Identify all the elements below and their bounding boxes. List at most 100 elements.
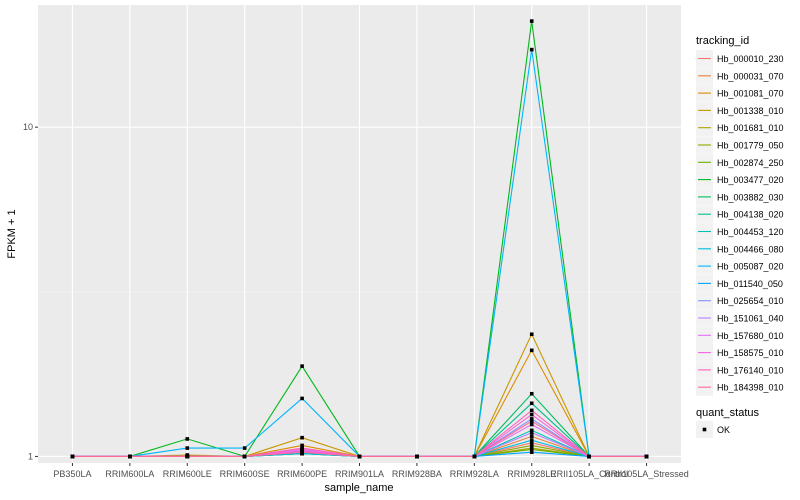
legend-item: Hb_003882_030 xyxy=(696,188,784,206)
legend-label: Hb_004138_020 xyxy=(717,210,784,220)
data-point xyxy=(300,446,304,450)
legend-item: Hb_157680_010 xyxy=(696,326,784,344)
data-point xyxy=(529,419,534,423)
x-axis: PB350LA RRIM600LA RRIM600LE RRIM600SE RRIM60… xyxy=(53,463,689,479)
data-point xyxy=(529,401,534,406)
y-axis: 1 10 xyxy=(23,122,38,461)
x-tick-label: RRIM928LA xyxy=(450,469,499,479)
legend-label: Hb_158575_010 xyxy=(717,348,784,358)
data-point xyxy=(529,408,534,413)
data-point xyxy=(185,446,190,450)
data-point xyxy=(300,443,304,448)
data-point xyxy=(529,412,534,417)
data-point xyxy=(529,443,534,448)
data-point xyxy=(300,364,304,368)
legend-item: Hb_000010_230 xyxy=(696,50,784,67)
legend-label: Hb_001081_070 xyxy=(717,89,784,99)
series-points xyxy=(70,19,649,459)
legend-item: Hb_176140_010 xyxy=(696,361,784,379)
legend-item: Hb_001338_010 xyxy=(696,101,784,119)
legend-item: Hb_011540_050 xyxy=(696,274,783,292)
data-point xyxy=(415,454,419,459)
legend-label: Hb_003882_030 xyxy=(717,192,784,202)
legend-label: Hb_003477_020 xyxy=(717,175,784,185)
legend-label: Hb_000031_070 xyxy=(717,71,784,81)
legend-item: Hb_004138_020 xyxy=(696,205,784,223)
legend-label: Hb_005087_020 xyxy=(717,262,784,272)
data-point xyxy=(529,430,534,435)
legend-item: Hb_025654_010 xyxy=(696,292,784,310)
legend-item: Hb_158575_010 xyxy=(696,344,784,362)
data-point xyxy=(529,348,534,353)
data-point xyxy=(529,434,534,439)
y-tick-label: 10 xyxy=(23,122,33,132)
legend-label: Hb_004453_120 xyxy=(717,227,784,237)
shape-legend-title: quant_status xyxy=(696,407,759,419)
legend-item: Hb_000031_070 xyxy=(696,67,784,85)
data-point xyxy=(128,454,132,459)
legend-item: Hb_001779_050 xyxy=(696,136,784,154)
legend-label: Hb_157680_010 xyxy=(717,331,784,341)
legend-key-point xyxy=(702,427,707,432)
data-point xyxy=(242,454,247,459)
x-axis-title: sample_name xyxy=(324,482,393,494)
legend-items: Hb_000010_230 Hb_000031_070 Hb_001081_070 H… xyxy=(696,50,784,396)
data-point xyxy=(644,454,649,459)
y-axis-title: FPKM + 1 xyxy=(6,209,18,258)
data-point xyxy=(529,438,534,443)
legend-label: Hb_176140_010 xyxy=(717,365,784,375)
x-tick-label: RRIM928BA xyxy=(392,469,442,479)
data-point xyxy=(242,446,247,450)
legend-item: Hb_151061_040 xyxy=(696,309,784,327)
legend-label: Hb_184398_010 xyxy=(717,383,784,393)
shape-legend-items: OK xyxy=(696,421,730,438)
data-point xyxy=(185,454,190,459)
x-tick-label: RRIM600PE xyxy=(277,469,327,479)
x-tick-label: PB350LA xyxy=(53,469,91,479)
legend-label: Hb_151061_040 xyxy=(717,314,784,324)
data-point xyxy=(529,450,534,454)
legend-label: Hb_011540_050 xyxy=(717,279,783,289)
legend-label: Hb_002874_250 xyxy=(717,158,784,168)
data-point xyxy=(529,422,534,427)
legend-label: Hb_000010_230 xyxy=(717,54,784,64)
data-point xyxy=(529,447,534,452)
y-tick-label: 1 xyxy=(28,451,33,461)
x-tick-label: RRII105LA_Control xyxy=(550,469,628,479)
legend-item: Hb_005087_020 xyxy=(696,257,784,275)
legend-label: OK xyxy=(717,425,730,435)
shape-legend-item: OK xyxy=(696,421,730,438)
data-point xyxy=(300,435,304,440)
data-point xyxy=(529,19,534,23)
data-point xyxy=(529,332,534,337)
data-point xyxy=(529,440,534,445)
legend-label: Hb_025654_010 xyxy=(717,296,784,306)
x-tick-label: RRIM600LE xyxy=(163,469,212,479)
legend-item: Hb_184398_010 xyxy=(696,378,784,396)
legend-item: Hb_004453_120 xyxy=(696,223,784,240)
x-tick-label: RRIM928LE xyxy=(507,469,556,479)
legend-item: Hb_001081_070 xyxy=(696,84,784,102)
data-point xyxy=(300,450,304,454)
data-point xyxy=(529,428,534,433)
legend-item: Hb_004466_080 xyxy=(696,240,784,258)
data-point xyxy=(529,417,534,421)
x-tick-label: RRIM600LA xyxy=(105,469,154,479)
legend-label: Hb_004466_080 xyxy=(717,244,784,254)
x-tick-label: RRII105LA_Stressed xyxy=(604,469,689,479)
legend-label: Hb_001779_050 xyxy=(717,141,784,151)
data-point xyxy=(587,454,591,459)
data-point xyxy=(357,454,362,459)
legend-title: tracking_id xyxy=(696,35,749,47)
data-point xyxy=(529,47,534,52)
data-point xyxy=(70,454,75,459)
legend-item: Hb_002874_250 xyxy=(696,153,784,171)
data-point xyxy=(300,396,304,401)
legend-item: Hb_001681_010 xyxy=(696,119,784,137)
x-tick-label: RRIM600SE xyxy=(220,469,270,479)
x-tick-label: RRIM901LA xyxy=(335,469,384,479)
legend: tracking_id Hb_000010_230Hb_000031_070Hb… xyxy=(696,35,784,438)
data-point xyxy=(529,391,534,396)
